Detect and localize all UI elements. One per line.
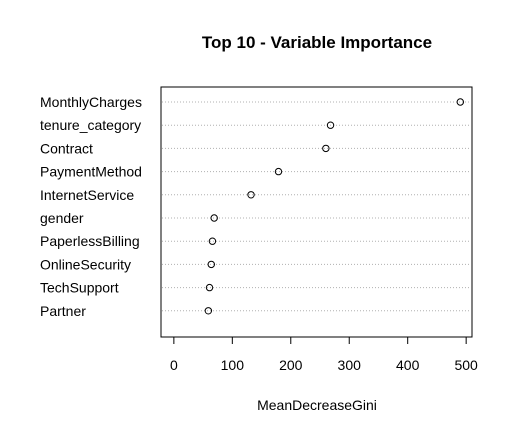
x-tick-label: 500 — [454, 357, 478, 373]
variable-label: tenure_category — [40, 117, 141, 133]
plot-area-frame — [160, 86, 473, 338]
x-tick-label: 0 — [170, 357, 178, 373]
data-point — [208, 237, 217, 245]
data-point — [205, 283, 214, 292]
x-tick-label: 100 — [221, 357, 245, 373]
variable-label: TechSupport — [40, 280, 119, 296]
variable-label: MonthlyCharges — [40, 94, 142, 110]
variable-label: Contract — [40, 140, 93, 156]
x-tick-label: 300 — [338, 357, 362, 373]
data-point — [204, 307, 213, 315]
x-tick-label: 400 — [396, 357, 420, 373]
variable-label: PaymentMethod — [40, 164, 142, 180]
variable-rows: MonthlyCharges tenure_category Contract Pay… — [40, 94, 471, 319]
x-axis-label: MeanDecreaseGini — [257, 397, 377, 413]
data-point — [326, 121, 335, 129]
data-point — [210, 214, 218, 222]
data-point — [207, 260, 215, 269]
variable-label: PaperlessBilling — [40, 233, 140, 249]
data-point — [456, 98, 465, 106]
data-point — [322, 144, 330, 153]
variable-label: Partner — [40, 303, 86, 319]
variable-label: InternetService — [40, 187, 134, 203]
chart-title: Top 10 - Variable Importance — [202, 33, 432, 52]
data-point — [274, 167, 283, 176]
x-axis: 0 100 200 300 400 500 — [170, 336, 478, 373]
variable-label: gender — [40, 210, 84, 226]
x-tick-label: 200 — [279, 357, 303, 373]
variable-label: OnlineSecurity — [40, 256, 131, 272]
data-point — [247, 191, 255, 199]
